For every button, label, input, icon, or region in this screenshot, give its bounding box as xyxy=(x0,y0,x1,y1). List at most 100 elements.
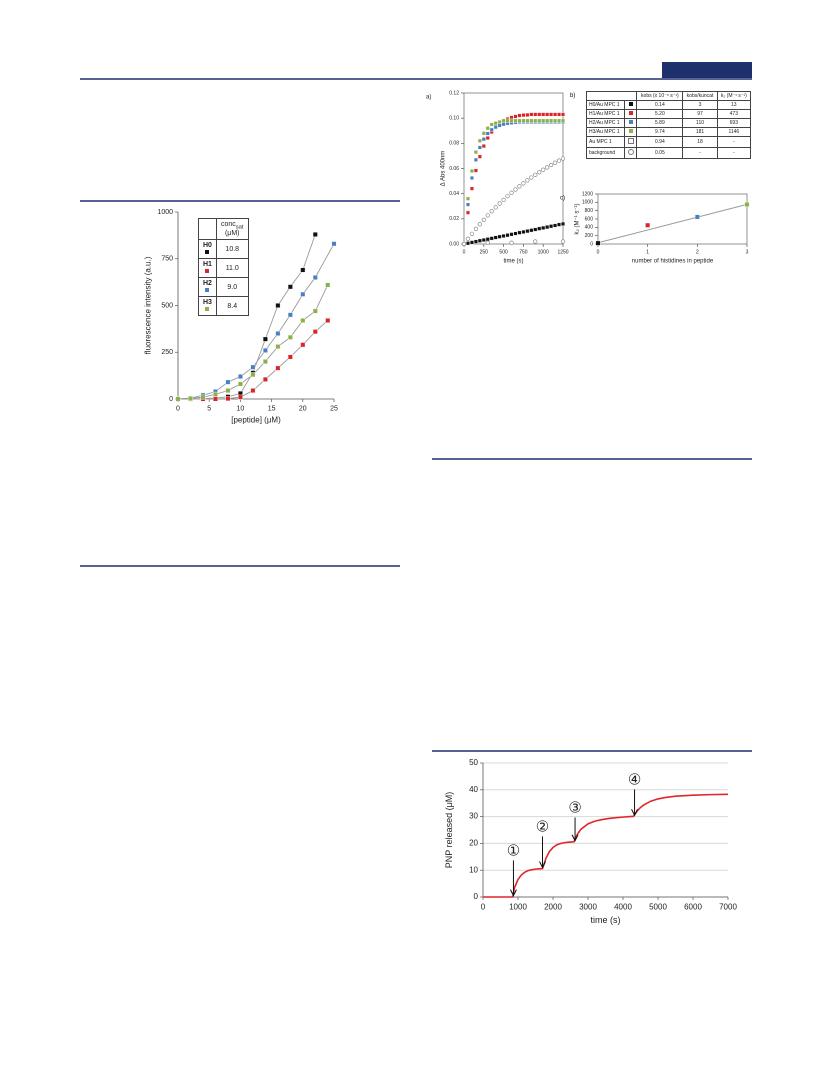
table-row: Au MPC 1 0.94 18- xyxy=(585,136,752,148)
marker xyxy=(501,122,506,127)
marker xyxy=(225,379,231,385)
marker xyxy=(537,118,542,123)
legend-swatch xyxy=(628,129,633,133)
marker xyxy=(552,160,558,165)
inset-value: 11.0 xyxy=(215,258,249,279)
x-tick-label: 10 xyxy=(237,405,245,412)
marker xyxy=(287,334,293,340)
inset-header: concsat (μM) xyxy=(215,217,249,241)
annotation: ④ xyxy=(628,771,641,788)
y-tick-label: 0.00 xyxy=(449,241,459,247)
marker xyxy=(212,396,218,402)
series-line xyxy=(483,793,729,898)
x-tick-label: 1250 xyxy=(557,249,568,255)
inset-row: H1 11.0 xyxy=(198,258,249,279)
table-symbol xyxy=(624,147,638,159)
table-row: background 0.05- - xyxy=(585,147,752,159)
marker xyxy=(465,196,470,201)
x-tick-label: 1 xyxy=(646,249,649,255)
marker xyxy=(477,154,482,159)
marker xyxy=(513,118,518,123)
table-cell: 0.94 xyxy=(636,136,684,148)
marker xyxy=(469,169,474,174)
marker xyxy=(505,118,510,123)
panel-label: c) xyxy=(560,196,565,202)
legend-swatch xyxy=(627,149,634,155)
table-row: H3/Au MPC 1 9.74 181 1146 xyxy=(585,127,752,137)
marker xyxy=(517,230,522,235)
marker xyxy=(485,237,490,242)
x-tick-label: 20 xyxy=(299,405,307,412)
legend-swatch xyxy=(628,102,633,106)
header-tab xyxy=(662,62,752,78)
marker xyxy=(533,172,538,177)
inset-header-sub: sat xyxy=(235,224,244,231)
marker xyxy=(465,210,470,215)
y-tick-label: 800 xyxy=(585,208,594,214)
marker xyxy=(561,112,566,117)
table-row-name: background xyxy=(585,147,626,159)
y-tick-label: 0 xyxy=(169,396,173,403)
legend-swatch xyxy=(205,288,210,293)
marker xyxy=(473,226,478,231)
marker xyxy=(312,308,318,314)
marker xyxy=(549,224,554,229)
marker xyxy=(473,150,478,155)
y-tick-label: 500 xyxy=(161,302,173,309)
table-row-name: H2/Au MPC 1 xyxy=(585,118,626,128)
marker xyxy=(744,201,750,207)
x-tick-label: 1000 xyxy=(509,903,527,912)
arrow-head xyxy=(631,809,638,817)
plot-frame xyxy=(597,193,748,245)
marker xyxy=(595,240,601,246)
inset-header-unit: (μM) xyxy=(224,230,240,238)
marker xyxy=(212,391,218,397)
y-tick-label: 0.10 xyxy=(449,115,459,121)
marker xyxy=(485,240,490,245)
marker xyxy=(545,165,550,170)
marker xyxy=(489,127,494,132)
marker xyxy=(549,112,554,117)
x-axis-label: [peptide] (μM) xyxy=(231,416,281,425)
table-cell: 13 xyxy=(716,100,752,110)
table-cell: 3 xyxy=(682,100,718,110)
y-tick-label: 600 xyxy=(585,216,594,222)
marker xyxy=(287,284,293,290)
table-header-row: kobs (x 10⁻⁵ s⁻¹) kobs/kuncat k₂ (M⁻¹ s⁻¹) xyxy=(585,91,752,101)
x-tick-label: 15 xyxy=(268,405,276,412)
marker xyxy=(312,275,318,280)
marker xyxy=(537,226,542,231)
x-tick-label: 5 xyxy=(207,405,211,412)
y-tick-label: 250 xyxy=(161,349,173,356)
marker xyxy=(262,336,268,342)
x-tick-label: 0 xyxy=(597,249,600,255)
marker xyxy=(509,115,514,120)
x-tick-label: 0 xyxy=(481,903,486,912)
marker xyxy=(489,236,494,241)
inset-corner xyxy=(198,217,217,241)
marker xyxy=(525,178,530,183)
y-tick-label: 1000 xyxy=(157,209,173,216)
marker xyxy=(545,225,550,230)
marker xyxy=(325,318,331,323)
table-cell: 5.20 xyxy=(636,109,684,119)
marker xyxy=(225,388,231,394)
y-axis-label: PNP released (μM) xyxy=(444,792,454,869)
table-cell: - xyxy=(716,136,752,148)
marker xyxy=(485,136,490,141)
marker xyxy=(200,394,206,400)
marker xyxy=(485,213,490,218)
marker xyxy=(262,359,268,365)
table-symbol xyxy=(624,100,638,110)
rate-table: kobs (x 10⁻⁵ s⁻¹) kobs/kuncat k₂ (M⁻¹ s⁻¹)… xyxy=(585,91,752,159)
marker xyxy=(529,118,534,123)
series-name: H0 xyxy=(203,242,212,250)
arrow-head xyxy=(539,861,546,869)
panel-label: b) xyxy=(570,93,576,99)
marker xyxy=(489,209,494,214)
marker xyxy=(521,229,526,234)
x-tick-label: 500 xyxy=(499,249,508,255)
y-tick-label: 200 xyxy=(585,233,594,239)
x-axis-label: time (s) xyxy=(504,259,524,265)
legend-swatch xyxy=(205,269,210,274)
